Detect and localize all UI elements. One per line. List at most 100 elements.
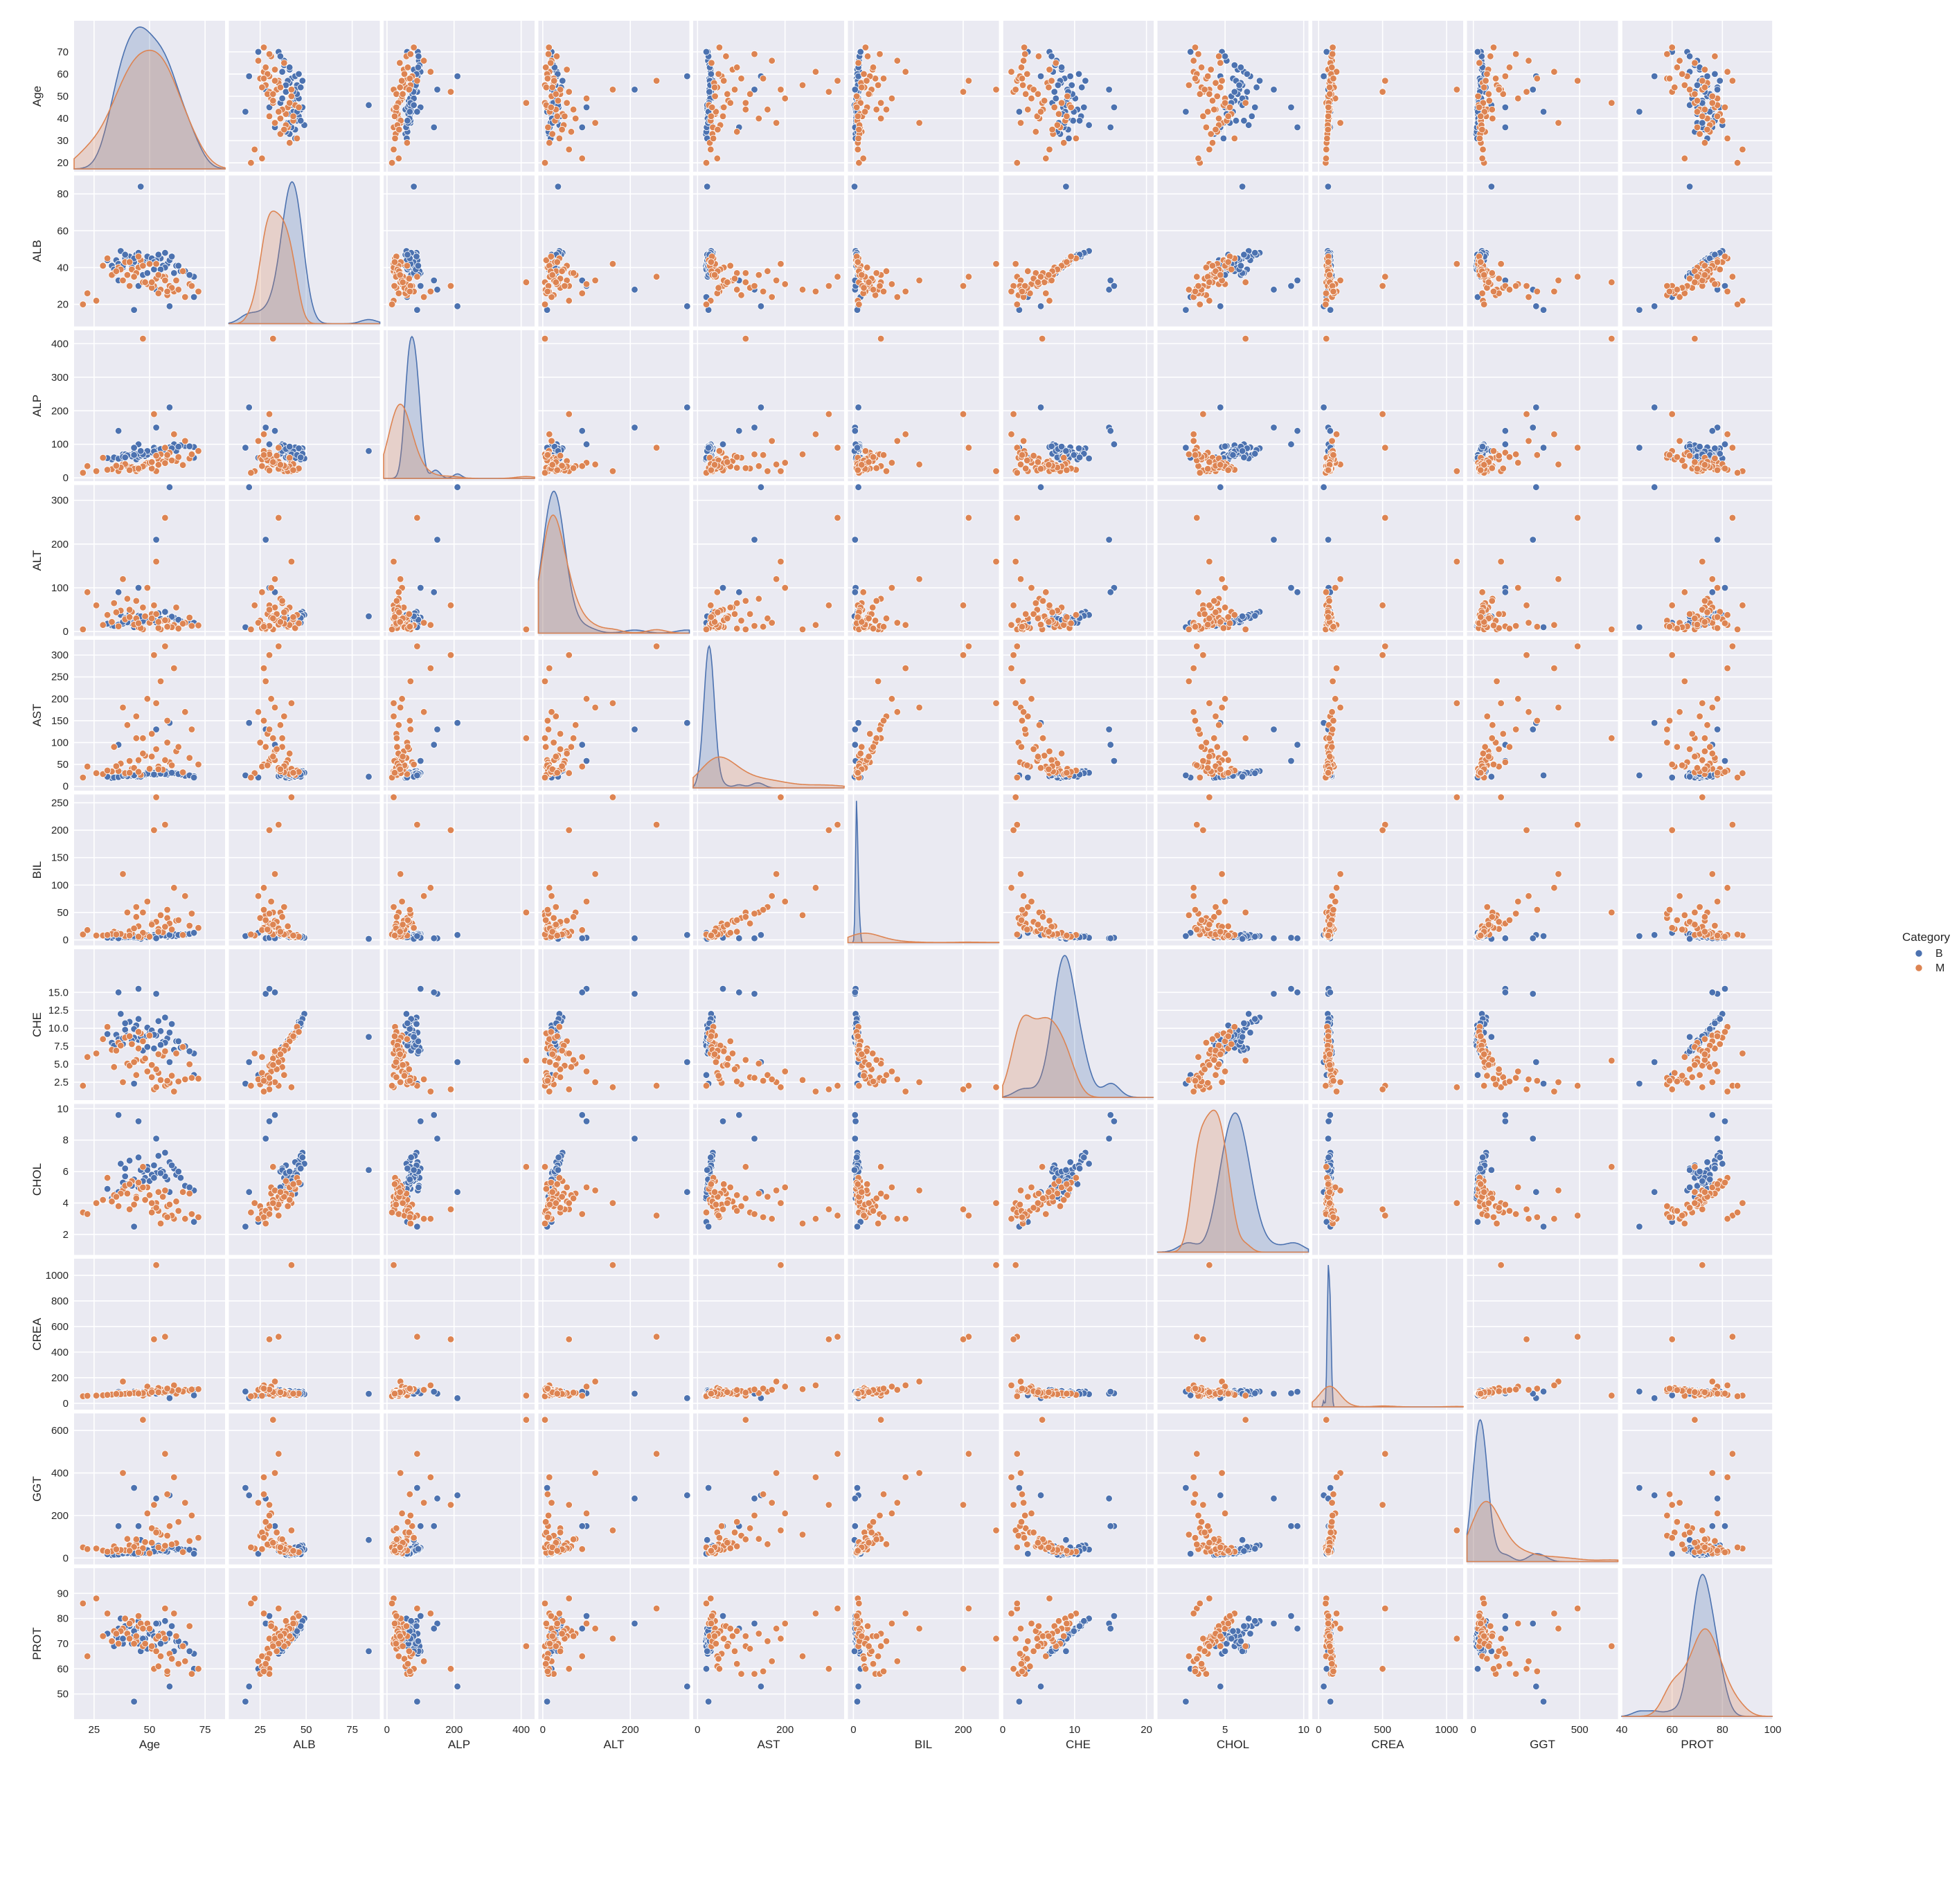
- scatter-point-m: [125, 466, 134, 474]
- y-tick-label: 100: [51, 737, 69, 748]
- scatter-point-m: [1020, 44, 1028, 51]
- scatter-point-b: [683, 719, 691, 727]
- scatter-point-b: [1048, 53, 1055, 60]
- scatter-point-m: [1204, 72, 1212, 80]
- scatter-point-b: [706, 88, 713, 96]
- panel-alt-vs-chol: [1157, 483, 1309, 636]
- scatter-point-m: [168, 762, 176, 769]
- scatter-point-m: [1226, 103, 1234, 111]
- scatter-point-m: [547, 59, 555, 67]
- scatter-point-m: [1533, 451, 1541, 459]
- y-axis-label: ALB: [30, 240, 44, 262]
- scatter-point-m: [1208, 139, 1217, 147]
- scatter-point-m: [888, 94, 896, 102]
- scatter-point-m: [1676, 57, 1683, 64]
- scatter-point-m: [707, 613, 715, 621]
- scatter-point-m: [265, 410, 274, 418]
- scatter-point-m: [855, 125, 863, 134]
- scatter-point-b: [1075, 117, 1084, 125]
- scatter-point-b: [262, 424, 269, 431]
- scatter-point-m: [1555, 575, 1562, 583]
- scatter-point-b: [704, 444, 713, 451]
- scatter-point-m: [289, 466, 297, 474]
- scatter-point-b: [1255, 77, 1264, 84]
- scatter-point-b: [1080, 103, 1088, 111]
- scatter-point-m: [1024, 267, 1032, 275]
- scatter-point-b: [1320, 404, 1327, 411]
- scatter-point-m: [1673, 625, 1681, 633]
- scatter-point-m: [1691, 59, 1699, 67]
- scatter-point-b: [1474, 48, 1482, 56]
- scatter-point-b: [1221, 53, 1229, 60]
- scatter-point-b: [170, 269, 178, 277]
- scatter-point-m: [1555, 276, 1562, 285]
- scatter-point-m: [879, 75, 888, 82]
- scatter-point-b: [1238, 612, 1246, 620]
- scatter-point-m: [873, 269, 880, 277]
- scatter-point-m: [147, 458, 156, 466]
- scatter-point-m: [860, 284, 868, 291]
- scatter-point-b: [1243, 88, 1251, 96]
- scatter-point-m: [188, 726, 196, 733]
- scatter-point-m: [855, 134, 862, 143]
- scatter-point-b: [851, 536, 859, 544]
- scatter-point-b: [295, 70, 303, 78]
- scatter-point-m: [186, 754, 193, 762]
- scatter-point-m: [959, 602, 967, 609]
- scatter-point-b: [1085, 454, 1093, 462]
- scatter-point-b: [704, 183, 711, 190]
- scatter-point-m: [556, 86, 564, 93]
- scatter-point-m: [902, 621, 909, 629]
- scatter-point-m: [154, 618, 163, 626]
- scatter-point-m: [269, 458, 277, 466]
- scatter-point-m: [1483, 70, 1491, 78]
- scatter-point-m: [1501, 72, 1510, 80]
- scatter-point-m: [1711, 280, 1719, 288]
- scatter-point-m: [1555, 119, 1562, 127]
- scatter-point-m: [1495, 610, 1503, 618]
- scatter-point-m: [130, 273, 138, 280]
- scatter-point-m: [1721, 620, 1729, 627]
- scatter-point-b: [413, 108, 421, 116]
- scatter-point-m: [768, 293, 776, 301]
- scatter-point-b: [1238, 183, 1246, 190]
- scatter-point-m: [125, 613, 134, 621]
- panel-alp-vs-chol: [1157, 330, 1309, 481]
- scatter-point-m: [707, 258, 715, 266]
- scatter-point-m: [1072, 134, 1080, 143]
- scatter-point-b: [1037, 483, 1045, 491]
- scatter-point-b: [1529, 86, 1537, 93]
- scatter-point-m: [1476, 613, 1485, 621]
- scatter-point-b: [1501, 440, 1510, 448]
- scatter-point-m: [1523, 282, 1530, 290]
- scatter-point-m: [391, 112, 399, 120]
- scatter-point-m: [1032, 128, 1040, 136]
- scatter-point-m: [965, 273, 973, 280]
- scatter-point-m: [759, 451, 767, 459]
- scatter-point-m: [1691, 458, 1699, 466]
- panel-alb-vs-prot: [1621, 175, 1773, 327]
- scatter-point-m: [398, 77, 406, 84]
- scatter-point-m: [1037, 465, 1045, 473]
- scatter-point-m: [1328, 64, 1336, 71]
- scatter-point-m: [1476, 112, 1485, 120]
- scatter-point-m: [1050, 103, 1058, 111]
- scatter-point-m: [873, 464, 880, 472]
- scatter-point-b: [161, 249, 169, 257]
- scatter-point-m: [413, 643, 421, 650]
- scatter-point-m: [181, 437, 189, 445]
- scatter-point-m: [548, 271, 556, 279]
- scatter-point-b: [1287, 584, 1295, 592]
- scatter-point-m: [1724, 68, 1731, 75]
- scatter-point-b: [415, 53, 422, 60]
- scatter-point-m: [1713, 466, 1721, 474]
- scatter-point-m: [271, 703, 279, 712]
- y-tick-label: 20: [57, 299, 69, 311]
- y-tick-label: 200: [51, 539, 69, 550]
- scatter-point-m: [1671, 83, 1679, 91]
- scatter-point-m: [286, 99, 294, 107]
- scatter-point-m: [1476, 258, 1485, 266]
